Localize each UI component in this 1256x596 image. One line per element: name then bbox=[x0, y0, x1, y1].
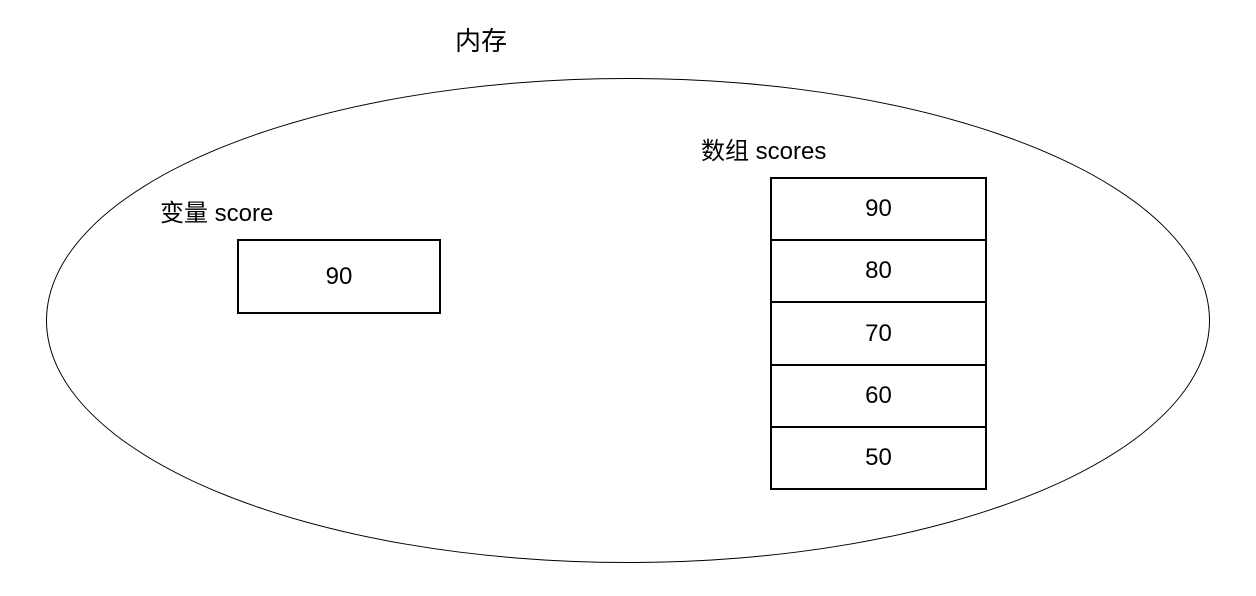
array-cell-value: 60 bbox=[865, 381, 892, 409]
array-cell: 90 bbox=[772, 179, 985, 242]
array-cell: 70 bbox=[772, 303, 985, 366]
variable-label: 变量 score bbox=[160, 200, 274, 227]
array-cell: 80 bbox=[772, 241, 985, 304]
array-cell-value: 50 bbox=[865, 443, 892, 471]
array-cell-value: 70 bbox=[865, 319, 892, 347]
array-cell: 60 bbox=[772, 366, 985, 428]
variable-value: 90 bbox=[325, 262, 353, 290]
array-box: 90 80 70 60 50 bbox=[770, 177, 987, 490]
variable-value-box: 90 bbox=[237, 239, 441, 314]
array-cell-value: 90 bbox=[865, 195, 892, 223]
memory-ellipse bbox=[46, 78, 1210, 563]
diagram-title: 内存 bbox=[455, 26, 508, 56]
array-cell-value: 80 bbox=[865, 257, 892, 285]
array-label: 数组 scores bbox=[701, 138, 827, 165]
array-cell: 50 bbox=[772, 428, 985, 488]
